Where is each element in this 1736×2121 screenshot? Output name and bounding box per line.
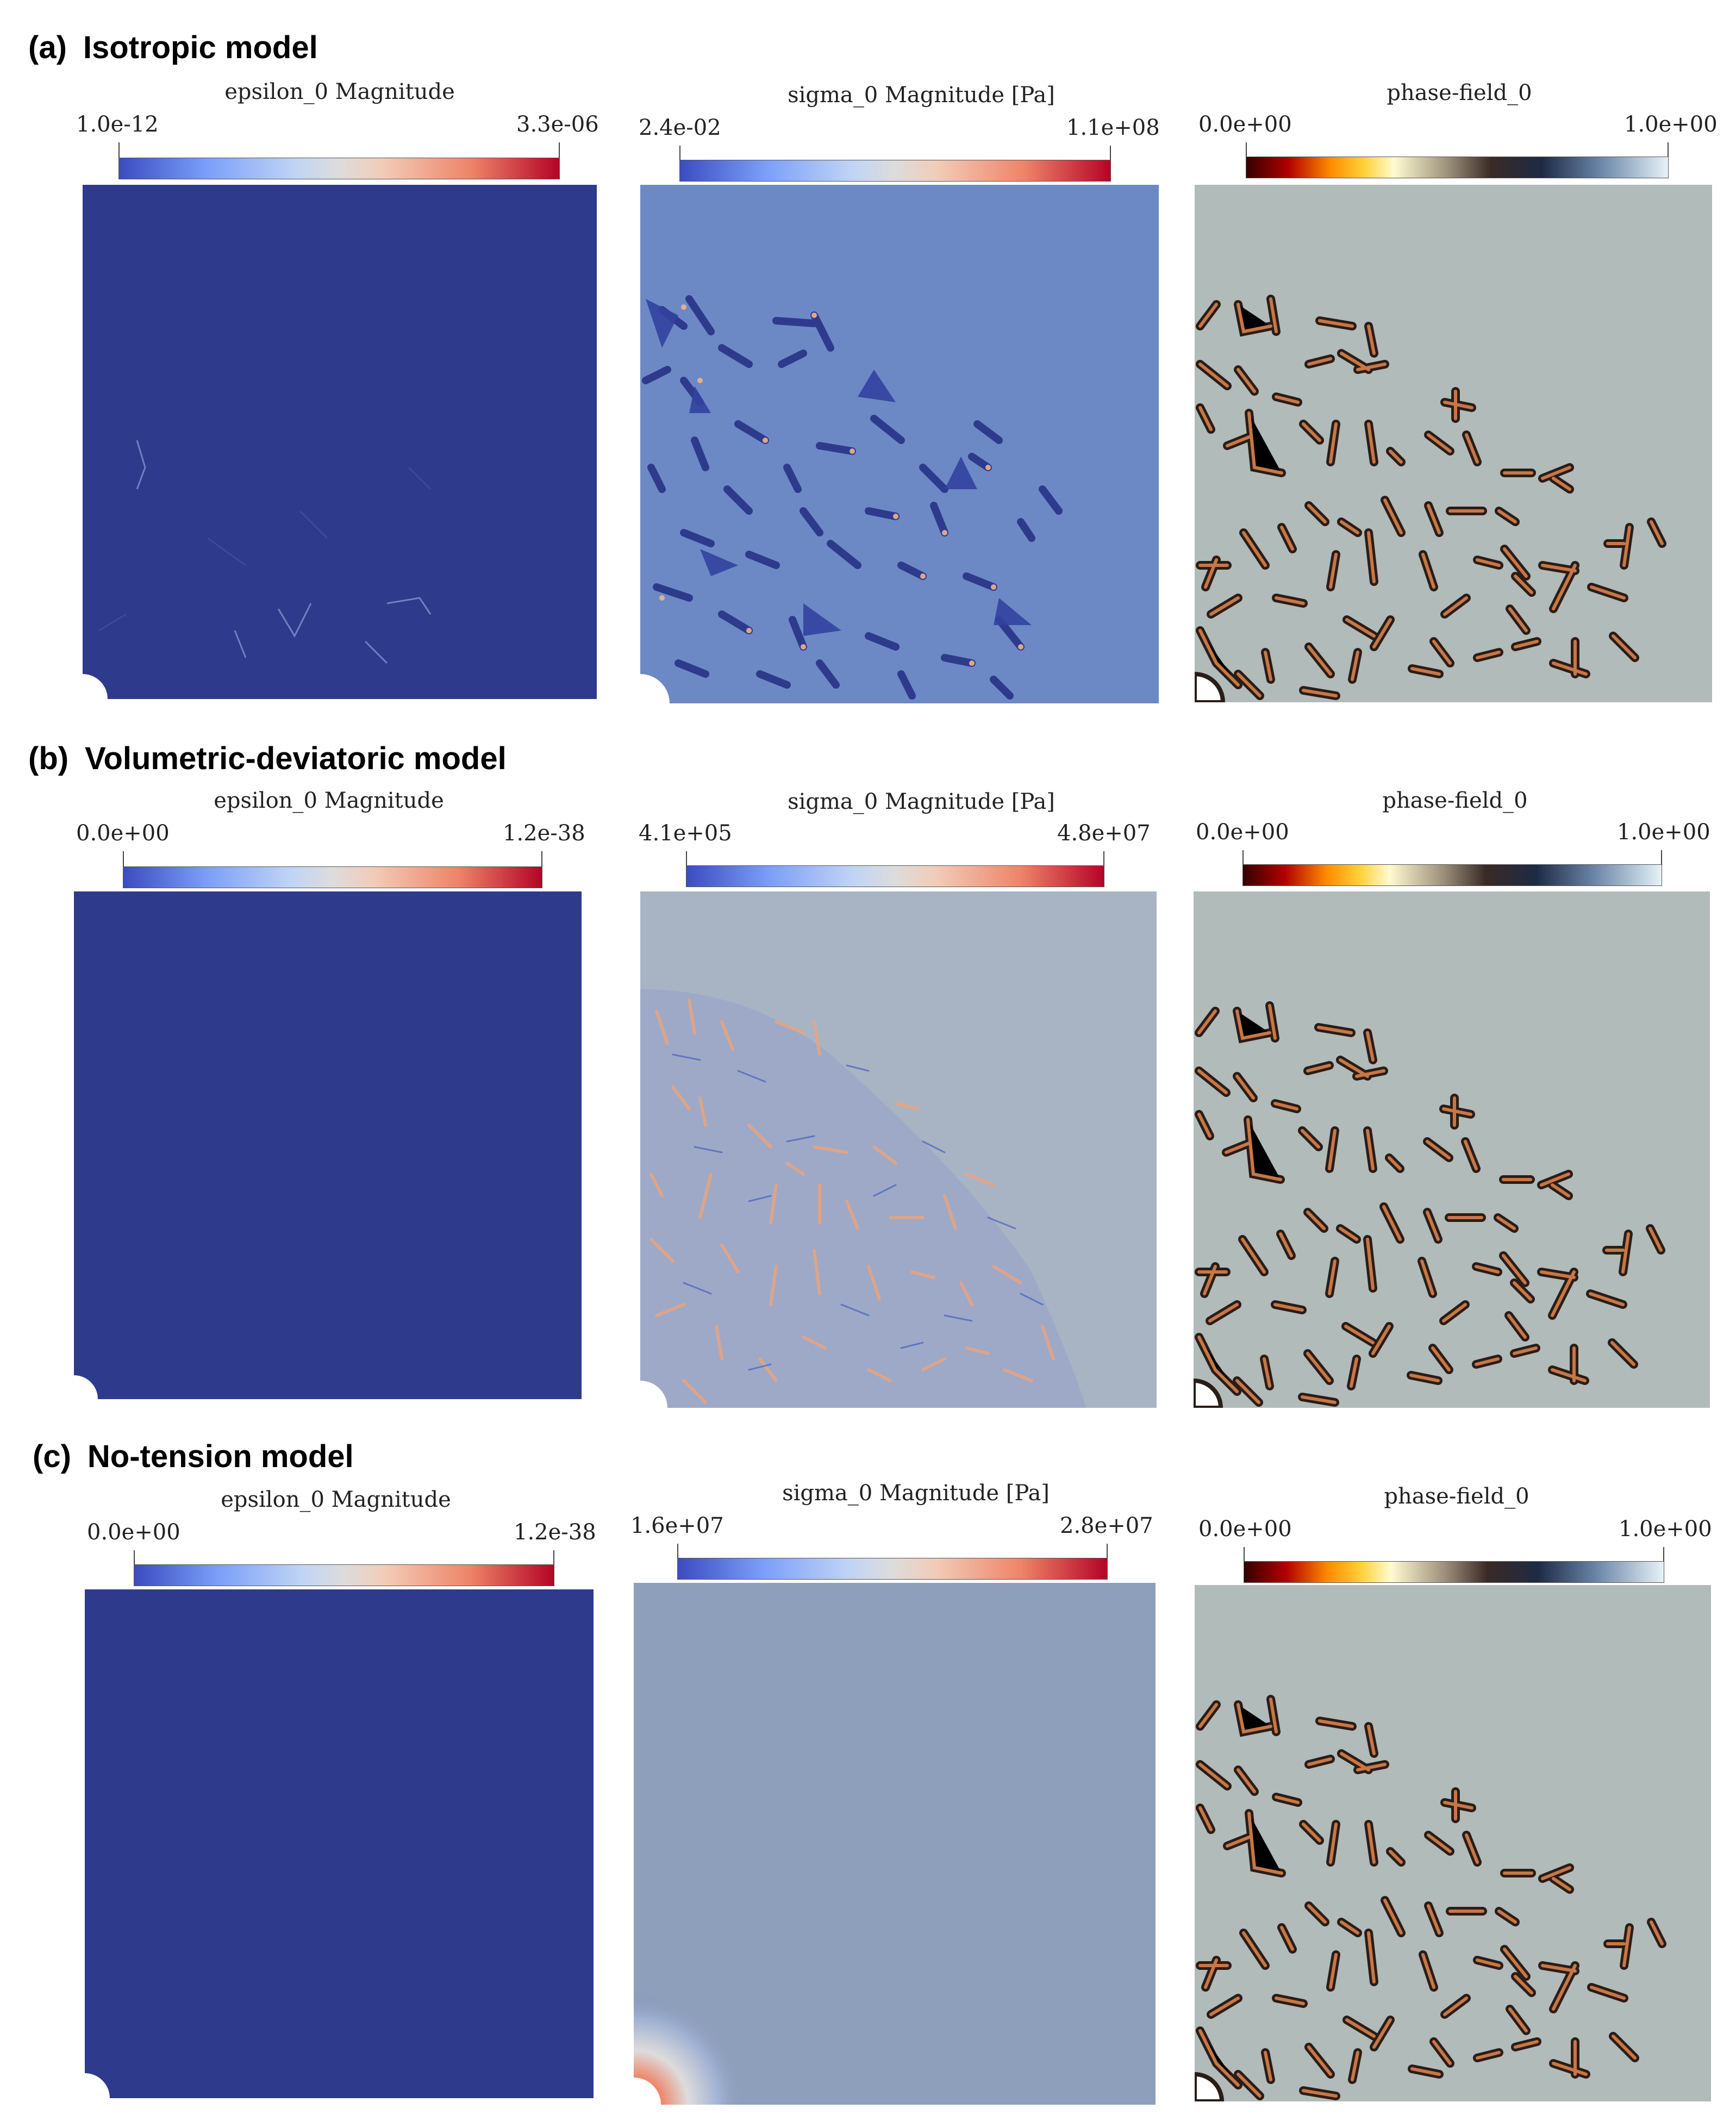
panel-c2-max-tick bbox=[1107, 1544, 1108, 1560]
panel-b3-colorbar bbox=[1242, 864, 1662, 886]
panel-b3-min: 0.0e+00 bbox=[1196, 820, 1289, 845]
panel-a2-colorbar bbox=[679, 160, 1111, 182]
row-a-tag: (a) bbox=[28, 30, 67, 65]
panel-b2-min: 4.1e+05 bbox=[639, 821, 732, 846]
row-a-title-text: Isotropic model bbox=[83, 30, 318, 65]
panel-b2-label: sigma_0 Magnitude [Pa] bbox=[788, 789, 1055, 814]
panel-a2-max-tick bbox=[1110, 146, 1111, 162]
panel-b1-plot bbox=[74, 891, 582, 1399]
panel-a1-min-tick bbox=[118, 142, 120, 159]
panel-a1-plot bbox=[83, 185, 597, 699]
panel-c3-min: 0.0e+00 bbox=[1198, 1517, 1292, 1542]
panel-b1-min: 0.0e+00 bbox=[76, 821, 170, 846]
panel-a3-max-tick bbox=[1668, 142, 1669, 159]
panel-b1-label: epsilon_0 Magnitude bbox=[214, 788, 444, 813]
panel-a2-min-tick bbox=[679, 146, 680, 162]
panel-b3-max: 1.0e+00 bbox=[1617, 820, 1710, 845]
panel-a3-label: phase-field_0 bbox=[1387, 80, 1532, 105]
panel-c1-max-tick bbox=[553, 1550, 554, 1567]
phase-field-map-c bbox=[1195, 1585, 1711, 2101]
panel-b2-max-tick bbox=[1103, 851, 1104, 868]
panel-c2-min-tick bbox=[677, 1544, 678, 1560]
panel-c3-colorbar bbox=[1244, 1561, 1664, 1583]
panel-b2-colorbar bbox=[686, 865, 1104, 887]
panel-c3-plot bbox=[1195, 1585, 1711, 2101]
stress-map-a bbox=[640, 185, 1159, 703]
panel-a1-max: 3.3e-06 bbox=[516, 112, 599, 137]
panel-a1-max-tick bbox=[559, 142, 560, 159]
phase-field-map-a bbox=[1195, 185, 1712, 702]
panel-b3-min-tick bbox=[1242, 850, 1244, 866]
panel-b2-min-tick bbox=[686, 851, 687, 868]
panel-b1-max: 1.2e-38 bbox=[503, 821, 585, 846]
panel-c2-label: sigma_0 Magnitude [Pa] bbox=[782, 1481, 1050, 1506]
panel-c2-max: 2.8e+07 bbox=[1060, 1513, 1153, 1538]
panel-c1-plot bbox=[85, 1589, 594, 2098]
panel-c3-label: phase-field_0 bbox=[1384, 1484, 1529, 1509]
panel-a2-max: 1.1e+08 bbox=[1066, 115, 1160, 140]
panel-a3-max: 1.0e+00 bbox=[1624, 112, 1718, 137]
panel-c2-plot bbox=[634, 1583, 1156, 2105]
panel-a3-colorbar bbox=[1246, 157, 1669, 178]
row-b-title: (b) Volumetric-deviatoric model bbox=[28, 740, 507, 777]
panel-a1-min: 1.0e-12 bbox=[76, 112, 159, 137]
panel-a2-label: sigma_0 Magnitude [Pa] bbox=[788, 83, 1055, 108]
row-c-title-text: No-tension model bbox=[87, 1439, 354, 1474]
panel-c2-min: 1.6e+07 bbox=[630, 1513, 724, 1538]
panel-b3-plot bbox=[1194, 891, 1710, 1408]
panel-b1-max-tick bbox=[541, 851, 542, 868]
panel-b2-max: 4.8e+07 bbox=[1057, 821, 1151, 846]
panel-c3-max: 1.0e+00 bbox=[1619, 1517, 1712, 1542]
row-a-title: (a) Isotropic model bbox=[28, 29, 318, 66]
panel-c1-min: 0.0e+00 bbox=[87, 1520, 180, 1545]
panel-b2-plot bbox=[640, 891, 1157, 1408]
panel-c2-colorbar bbox=[677, 1558, 1108, 1580]
phase-field-map-b bbox=[1194, 891, 1710, 1408]
panel-a2-plot bbox=[640, 185, 1159, 703]
row-c-tag: (c) bbox=[33, 1439, 71, 1474]
row-b-title-text: Volumetric-deviatoric model bbox=[85, 741, 507, 776]
panel-a3-min: 0.0e+00 bbox=[1198, 112, 1292, 137]
panel-c1-max: 1.2e-38 bbox=[514, 1520, 596, 1545]
panel-c1-label: epsilon_0 Magnitude bbox=[221, 1487, 451, 1512]
panel-b1-min-tick bbox=[123, 851, 124, 868]
row-b-tag: (b) bbox=[28, 741, 69, 776]
stress-map-c bbox=[634, 1583, 1156, 2105]
panel-c3-min-tick bbox=[1244, 1547, 1245, 1563]
panel-b3-label: phase-field_0 bbox=[1382, 788, 1528, 813]
panel-a3-min-tick bbox=[1246, 142, 1247, 159]
row-c-title: (c) No-tension model bbox=[33, 1438, 354, 1475]
panel-a1-label: epsilon_0 Magnitude bbox=[224, 79, 455, 104]
stress-map-b bbox=[640, 891, 1157, 1408]
panel-a1-colorbar bbox=[118, 158, 560, 179]
panel-c3-max-tick bbox=[1663, 1547, 1664, 1563]
panel-b3-max-tick bbox=[1661, 850, 1662, 866]
panel-c1-colorbar bbox=[134, 1564, 554, 1586]
panel-a2-min: 2.4e-02 bbox=[639, 115, 721, 140]
panel-c1-min-tick bbox=[134, 1550, 135, 1567]
panel-b1-colorbar bbox=[123, 866, 542, 888]
panel-a3-plot bbox=[1195, 185, 1712, 702]
